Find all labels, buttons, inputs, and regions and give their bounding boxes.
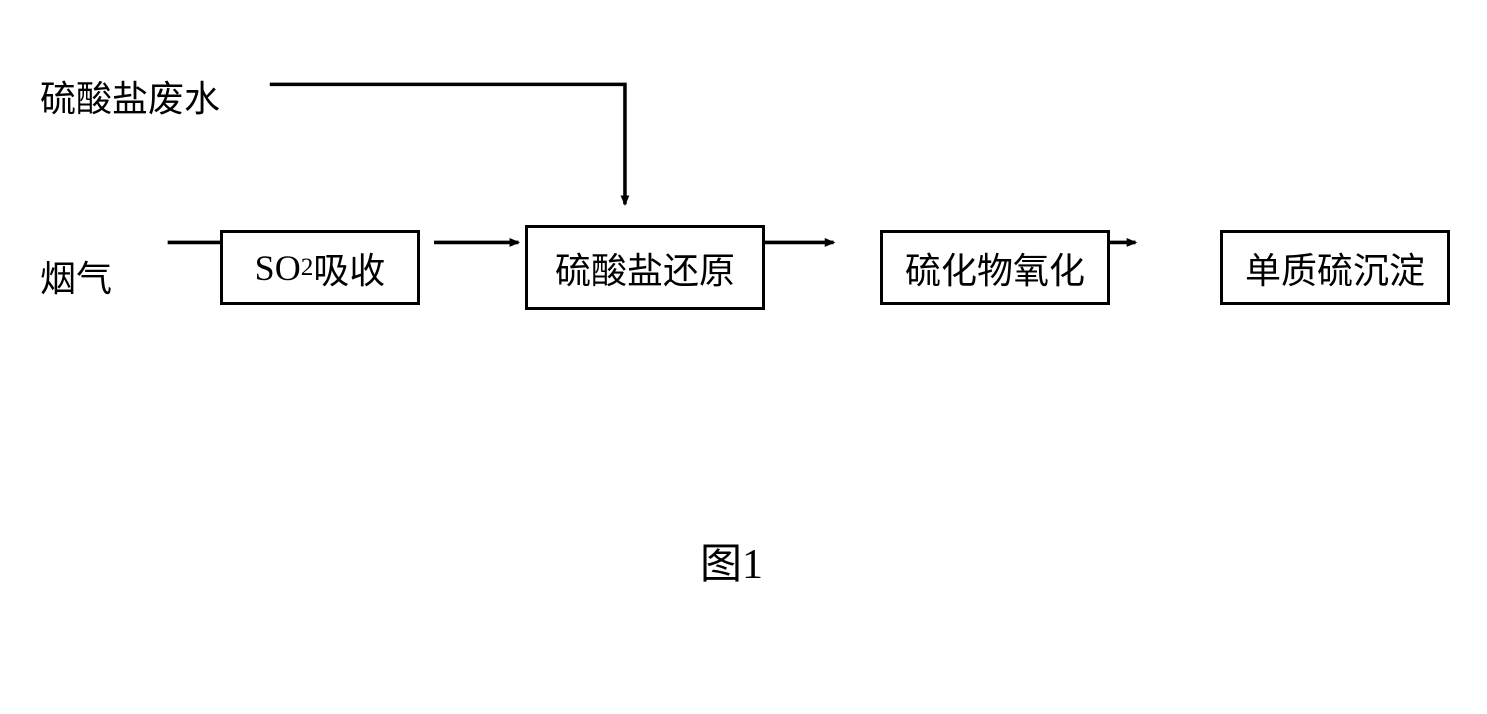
- process-box-sulfide-oxidation: 硫化物氧化: [880, 230, 1110, 305]
- process-box-sulfate-reduction: 硫酸盐还原: [525, 225, 765, 310]
- box1-label-part3: 吸收: [313, 242, 385, 294]
- flowchart-container: 硫酸盐废水 烟气 SO2吸收 硫酸盐还原 硫化物氧化 单质硫沉淀 图1: [30, 40, 1457, 674]
- box3-label: 硫化物氧化: [905, 242, 1085, 294]
- process-box-sulfur-precipitation: 单质硫沉淀: [1220, 230, 1450, 305]
- figure-caption: 图1: [700, 530, 763, 591]
- input-label-top: 硫酸盐废水: [40, 70, 220, 122]
- box1-label-subscript: 2: [301, 254, 314, 282]
- box2-label: 硫酸盐还原: [555, 242, 735, 294]
- box4-label: 单质硫沉淀: [1245, 242, 1425, 294]
- input-label-left: 烟气: [40, 250, 112, 302]
- process-box-so2-absorption: SO2吸收: [220, 230, 420, 305]
- edge-e-top-to-box2: [270, 84, 625, 204]
- box1-label-part1: SO: [255, 247, 301, 289]
